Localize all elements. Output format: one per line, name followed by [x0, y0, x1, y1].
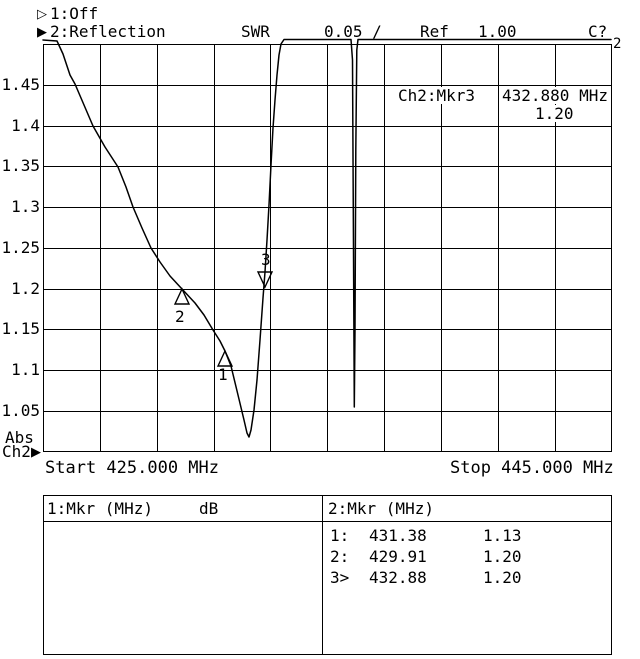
- channel2-indicator-icon: ▶: [37, 25, 47, 40]
- marker-row-id: 1:: [330, 526, 350, 545]
- marker-row-value: 1.20: [483, 568, 522, 587]
- ref-value: 1.00: [478, 22, 517, 41]
- format-label: SWR: [241, 22, 270, 41]
- swr-trace: [42, 38, 612, 438]
- marker-row-id: 3>: [330, 568, 350, 587]
- stop-frequency: Stop 445.000 MHz: [450, 458, 614, 478]
- marker1-number: 1: [218, 365, 228, 384]
- abs-label: Abs: [5, 428, 34, 447]
- ref-label: Ref: [420, 22, 449, 41]
- active-marker-frequency: 432.880 MHz: [502, 86, 608, 105]
- marker2-triangle-icon[interactable]: [173, 287, 191, 305]
- y-axis-label: 1.35: [1, 156, 40, 175]
- active-marker-id: Ch2:Mkr3: [398, 86, 476, 105]
- marker3-triangle-icon[interactable]: [256, 271, 274, 289]
- marker3-number: 3: [261, 250, 271, 269]
- marker-row-frequency: 431.38: [369, 526, 427, 545]
- marker-readout-row: 3> 432.88 1.20: [323, 569, 611, 590]
- marker1-triangle-icon[interactable]: [216, 349, 234, 367]
- y-axis-label: 1.05: [1, 401, 40, 420]
- ch1-marker-table-unit: dB: [199, 499, 219, 518]
- marker-row-frequency: 432.88: [369, 568, 427, 587]
- marker-row-frequency: 429.91: [369, 547, 427, 566]
- marker-readout-rows: 1: 431.38 1.13 2: 429.91 1.20 3> 432.88 1.20: [323, 527, 611, 590]
- marker-readout-row: 2: 429.91 1.20: [323, 548, 611, 569]
- cal-status: C?: [588, 22, 608, 41]
- y-axis-label: 1.15: [1, 319, 40, 338]
- scale-per-div: 0.05 /: [324, 22, 382, 41]
- y-axis-label: 1.3: [11, 197, 40, 216]
- marker-row-value: 1.13: [483, 526, 522, 545]
- y-axis-label: 1.4: [11, 116, 40, 135]
- y-axis-label: 1.1: [11, 360, 40, 379]
- marker-readout-row: 1: 431.38 1.13: [323, 527, 611, 548]
- y-axis-label: 1.25: [1, 238, 40, 257]
- ch2-marker-table-title: 2:Mkr (MHz): [328, 499, 434, 518]
- ref-position-marker-icon: ▶: [31, 445, 41, 460]
- channel1-menu-item[interactable]: 1:Off: [50, 4, 99, 23]
- marker2-number: 2: [175, 307, 185, 326]
- active-marker-value: 1.20: [535, 104, 574, 123]
- marker-row-value: 1.20: [483, 547, 522, 566]
- marker-row-id: 2:: [330, 547, 350, 566]
- graticule: [43, 44, 612, 452]
- channel2-menu-item[interactable]: 2:Reflection: [50, 22, 166, 41]
- channel-subscript: 2: [613, 36, 622, 52]
- marker-table-borders: [43, 495, 612, 655]
- ch1-marker-table-title: 1:Mkr (MHz): [47, 499, 153, 518]
- y-axis-label: 1.2: [11, 279, 40, 298]
- channel-label: Ch2: [2, 442, 31, 461]
- start-frequency: Start 425.000 MHz: [45, 458, 219, 478]
- y-axis-label: 1.45: [1, 75, 40, 94]
- channel1-indicator-icon: ▷: [37, 7, 47, 22]
